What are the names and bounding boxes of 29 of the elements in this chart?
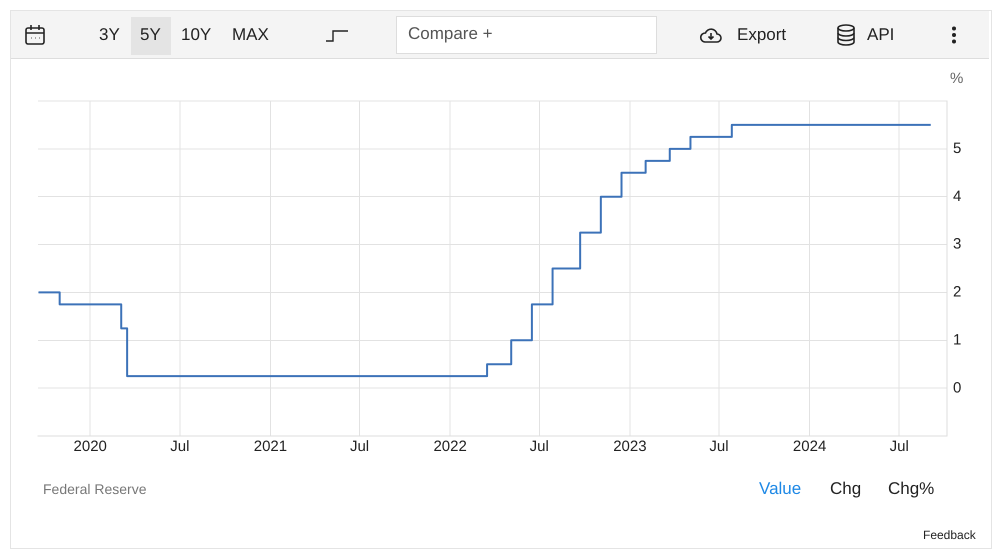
x-tick-label: Jul (890, 438, 909, 456)
y-tick-label: 2 (953, 284, 962, 301)
text: Value (759, 479, 802, 499)
text: 5Y (140, 25, 161, 45)
y-tick-label: 0 (953, 379, 962, 396)
text: 10Y (181, 25, 212, 45)
x-tick-label: Jul (350, 438, 370, 456)
text: Chg% (888, 479, 934, 499)
x-tick-label: Jul (170, 438, 190, 456)
text: Compare + (408, 24, 493, 44)
y-tick-label: 3 (953, 236, 962, 253)
x-tick-label: Jul (530, 438, 549, 456)
text: Chg (830, 479, 862, 499)
y-tick-label: 5 (953, 140, 962, 157)
text: MAX (232, 25, 269, 45)
x-tick-label: 2021 (254, 438, 288, 456)
x-tick-label: 2020 (74, 438, 107, 456)
x-tick-label: 2024 (792, 438, 826, 456)
x-tick-label: Jul (709, 438, 729, 456)
y-axis-title: % (950, 70, 964, 87)
text: Export (737, 25, 786, 45)
y-tick-label: 1 (953, 331, 962, 348)
x-tick-label: 2023 (613, 438, 647, 456)
text: API (867, 25, 894, 45)
text: Federal Reserve (43, 481, 146, 497)
text: 3Y (99, 25, 120, 45)
text: Feedback (923, 528, 976, 542)
y-tick-label: 4 (953, 188, 962, 205)
x-tick-label: 2022 (433, 438, 467, 456)
